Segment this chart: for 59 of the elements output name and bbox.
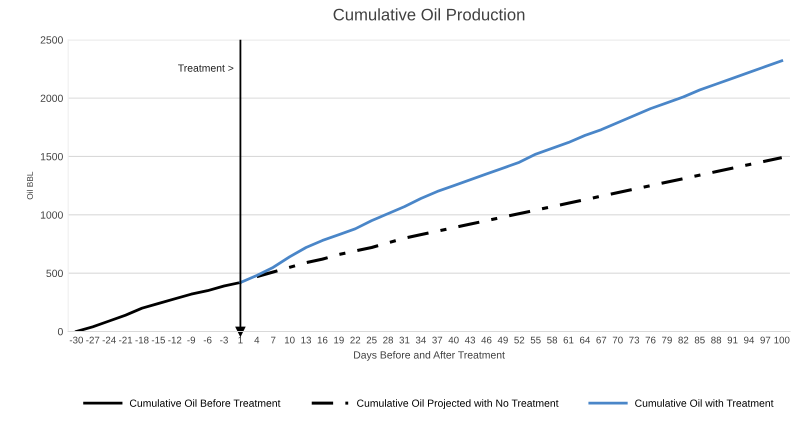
x-tick-label: 61	[564, 336, 574, 344]
x-tick-label: 10	[284, 336, 295, 344]
legend-label: Cumulative Oil with Treatment	[635, 399, 774, 407]
x-tick-label: -12	[168, 336, 182, 344]
x-tick-label: 67	[596, 336, 606, 344]
x-tick-label: 91	[728, 336, 738, 344]
y-tick-label: 500	[46, 270, 63, 278]
x-tick-label: 43	[464, 336, 476, 344]
legend-label: Cumulative Oil Before Treatment	[130, 399, 280, 407]
x-tick-label: -18	[135, 336, 149, 344]
x-tick-label: 64	[580, 336, 590, 344]
x-tick-label: 94	[744, 336, 754, 344]
x-tick-label: 1	[238, 336, 243, 344]
x-tick-label: 76	[646, 336, 656, 344]
x-tick-label: 25	[366, 336, 377, 344]
x-tick-label: 79	[662, 336, 672, 344]
x-tick-label: 52	[514, 336, 524, 344]
x-tick-label: 7	[271, 336, 276, 344]
y-tick-label: 1000	[40, 211, 63, 219]
x-tick-label: -30	[70, 336, 84, 344]
y-tick-label: 2500	[40, 36, 63, 44]
x-tick-label: 100	[774, 336, 790, 344]
x-tick-label: 73	[629, 336, 640, 344]
legend-label: Cumulative Oil Projected with No Treatment	[357, 399, 558, 409]
x-tick-label: -24	[102, 336, 116, 344]
ref-line-label: Treatment >	[178, 64, 234, 72]
x-tick-label: 37	[432, 336, 442, 344]
x-tick-label: 58	[547, 336, 558, 344]
x-tick-label: -27	[86, 336, 100, 344]
y-tick-label: 1500	[40, 152, 63, 160]
x-tick-label: -6	[204, 336, 212, 344]
x-tick-label: 46	[481, 336, 492, 344]
x-tick-label: -9	[187, 336, 196, 344]
x-tick-label: 70	[612, 336, 623, 344]
line-series	[255, 156, 784, 278]
x-tick-label: -21	[118, 336, 132, 344]
x-tick-label: -3	[220, 336, 228, 344]
x-tick-label: 55	[530, 336, 541, 344]
x-tick-label: 22	[350, 336, 360, 344]
x-tick-label: 85	[694, 336, 705, 344]
x-tick-label: 13	[301, 336, 312, 344]
x-tick-label: -15	[152, 336, 166, 344]
x-tick-label: 40	[448, 336, 459, 344]
x-tick-label: 49	[498, 336, 508, 344]
x-tick-label: 16	[318, 336, 328, 344]
y-axis-title: Oil BBL	[26, 172, 33, 200]
x-tick-label: 19	[334, 336, 344, 344]
x-tick-label: 31	[399, 336, 410, 344]
x-tick-label: 97	[760, 336, 770, 344]
y-tick-label: 2000	[40, 94, 63, 102]
x-axis-title: Days Before and After Treatment	[354, 350, 505, 361]
x-tick-label: 88	[711, 336, 722, 344]
x-tick-label: 82	[678, 336, 688, 344]
y-tick-label: 0	[58, 328, 63, 336]
x-tick-label: 28	[383, 336, 394, 344]
x-tick-label: 34	[416, 336, 426, 344]
x-tick-label: 4	[254, 336, 260, 344]
chart-title: Cumulative Oil Production	[334, 8, 524, 20]
line-series	[239, 59, 784, 284]
